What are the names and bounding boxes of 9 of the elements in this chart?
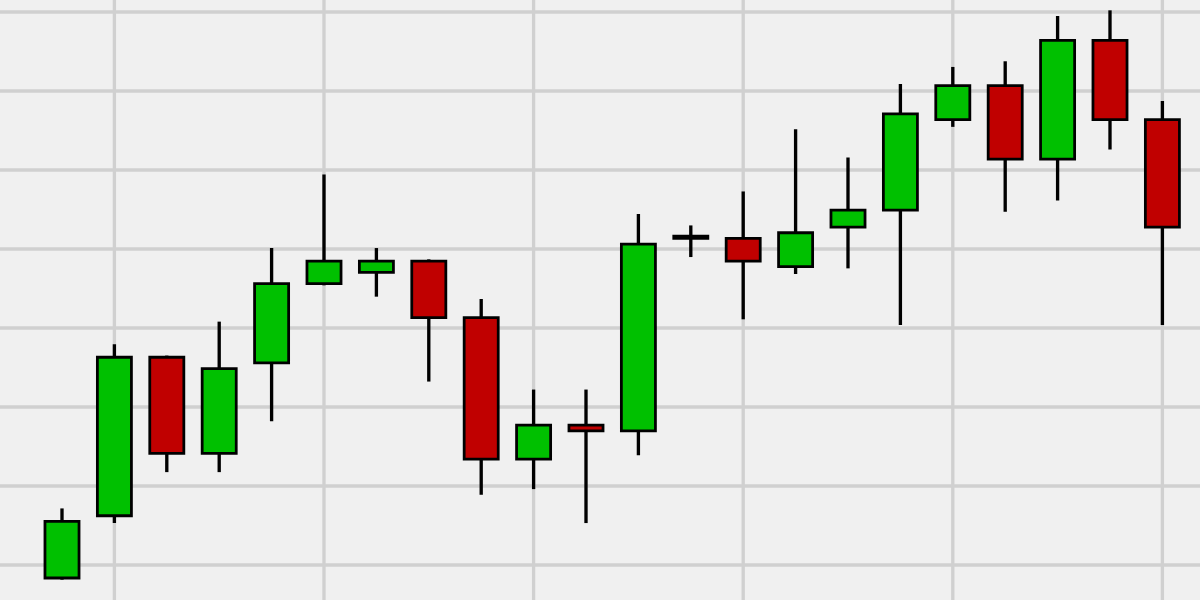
candlestick [357,248,395,297]
candlestick [567,389,605,524]
candlestick [777,129,815,275]
candlestick [724,191,762,320]
candlestick [515,389,553,490]
candlestick [305,174,343,286]
candlestick [672,225,710,258]
candlestick [829,157,867,269]
candlestick [934,66,972,127]
